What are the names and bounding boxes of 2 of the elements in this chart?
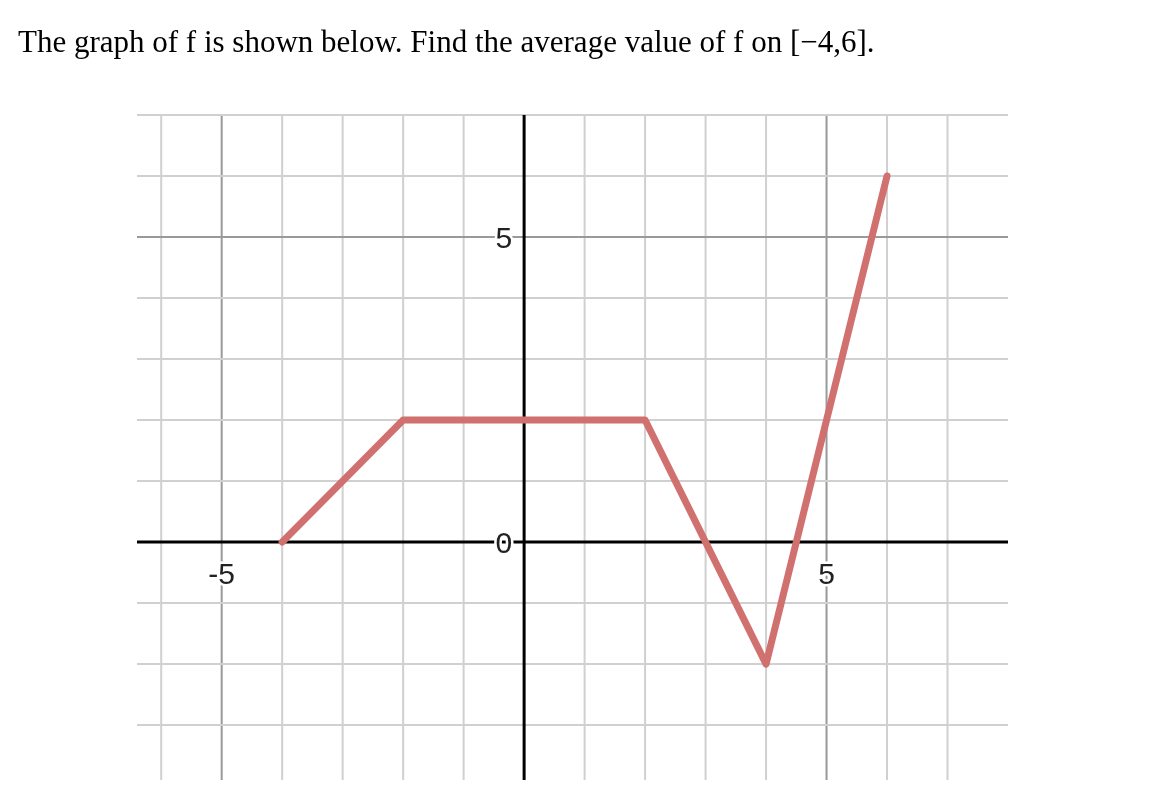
x-tick-label: -5 [208,557,236,591]
chart-title: The graph of f is shown below. Find the average value of f on [−4,6]. [18,24,875,59]
